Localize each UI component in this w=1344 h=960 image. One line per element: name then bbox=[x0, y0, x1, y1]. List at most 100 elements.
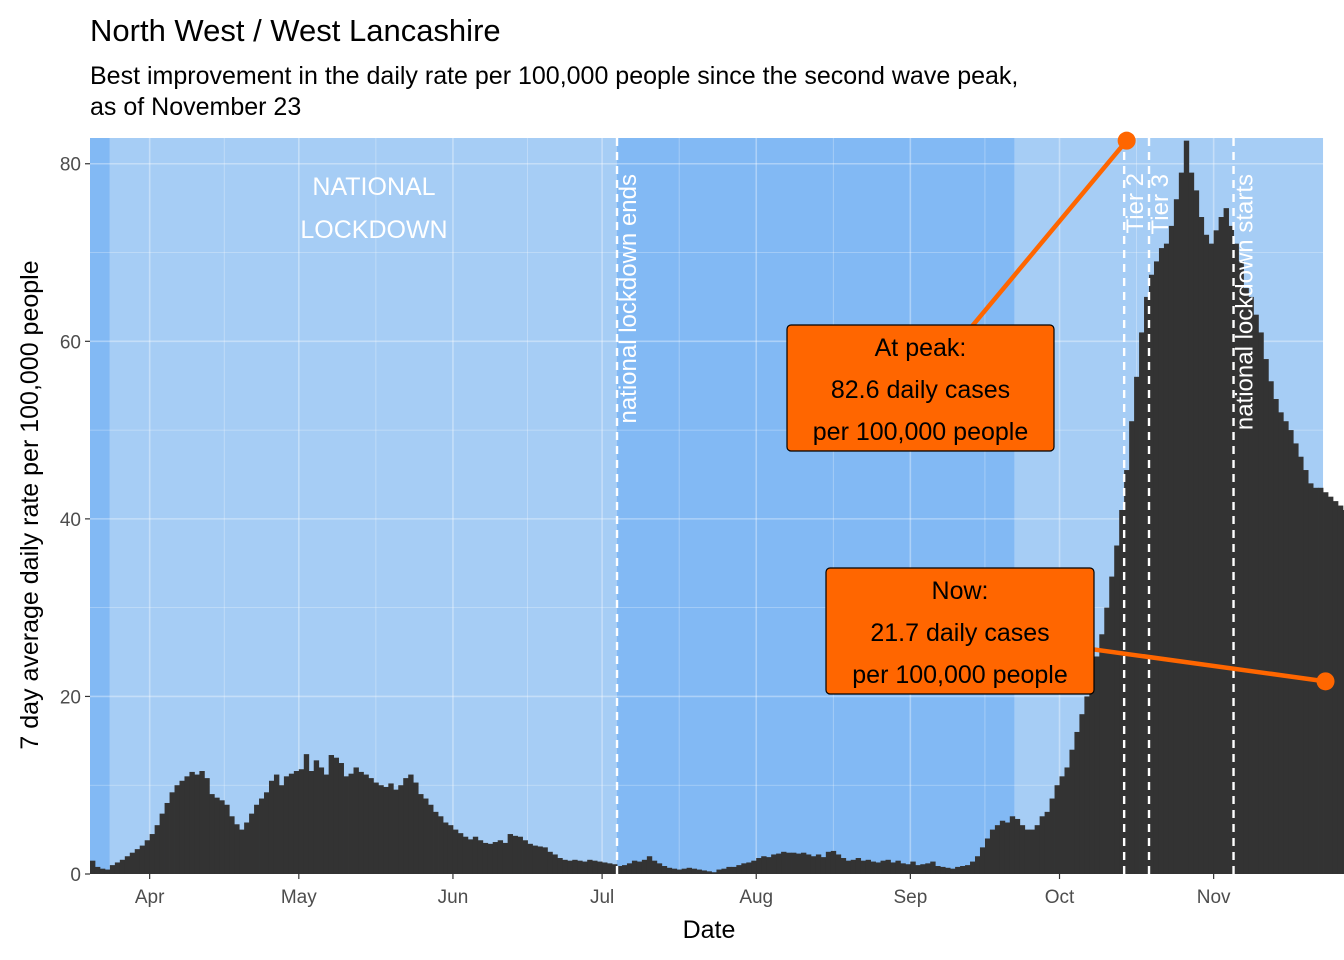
bar bbox=[746, 862, 752, 874]
bar bbox=[303, 754, 310, 874]
bar bbox=[721, 868, 727, 874]
bar bbox=[288, 773, 295, 874]
bar bbox=[870, 861, 876, 874]
x-tick-label: Nov bbox=[1197, 887, 1231, 908]
bar bbox=[507, 834, 514, 874]
bar bbox=[621, 865, 628, 874]
bar bbox=[1238, 261, 1244, 875]
bar bbox=[1163, 243, 1170, 875]
bar bbox=[835, 854, 842, 874]
bar bbox=[825, 851, 832, 874]
bar bbox=[920, 864, 926, 874]
bar bbox=[815, 854, 822, 874]
bar bbox=[179, 780, 185, 874]
bar bbox=[781, 851, 787, 874]
bar bbox=[532, 845, 538, 874]
bar bbox=[1014, 818, 1021, 874]
bar bbox=[477, 840, 484, 874]
event-line-label: Tier 3 bbox=[1147, 174, 1174, 234]
bar bbox=[656, 863, 663, 874]
bar bbox=[264, 792, 270, 874]
bar bbox=[194, 774, 200, 874]
bar bbox=[184, 776, 190, 874]
bar bbox=[1263, 359, 1269, 874]
bar bbox=[537, 846, 543, 874]
bar bbox=[885, 859, 891, 874]
bar bbox=[1188, 172, 1195, 874]
x-tick-label: Sep bbox=[893, 887, 927, 908]
bar bbox=[139, 845, 146, 874]
bar bbox=[1178, 172, 1185, 874]
peak-callout-label-text: At peak: bbox=[875, 334, 967, 362]
bar bbox=[1099, 634, 1105, 874]
bar bbox=[572, 859, 578, 874]
bar bbox=[428, 804, 434, 874]
bar bbox=[273, 774, 280, 874]
bar bbox=[994, 825, 1001, 874]
bar bbox=[1109, 576, 1115, 874]
bar bbox=[1213, 230, 1220, 874]
bar bbox=[935, 866, 941, 874]
bar bbox=[234, 824, 240, 874]
bar bbox=[666, 867, 673, 874]
bar bbox=[363, 774, 369, 874]
bar bbox=[910, 861, 916, 874]
bar bbox=[323, 774, 330, 874]
bar bbox=[636, 861, 643, 874]
bar bbox=[761, 856, 767, 874]
bar bbox=[457, 833, 464, 874]
bar bbox=[249, 813, 255, 874]
bar bbox=[467, 839, 474, 874]
bar bbox=[805, 854, 812, 874]
bar bbox=[1183, 140, 1190, 874]
bar bbox=[1198, 217, 1205, 874]
event-line-label: national lockdown starts bbox=[1232, 174, 1259, 430]
bar bbox=[1158, 248, 1165, 875]
peak-callout-point bbox=[1117, 131, 1136, 150]
bar bbox=[1253, 314, 1259, 874]
bar bbox=[786, 852, 792, 874]
x-tick-label: Apr bbox=[135, 887, 165, 908]
bar bbox=[612, 864, 618, 874]
bar bbox=[378, 785, 384, 874]
bar bbox=[1248, 296, 1254, 874]
bar bbox=[1208, 243, 1215, 875]
bar bbox=[512, 835, 518, 874]
lockdown-annotation: LOCKDOWN bbox=[300, 216, 447, 244]
bar bbox=[1089, 678, 1095, 874]
bar bbox=[398, 785, 404, 874]
bar bbox=[646, 856, 653, 874]
bar bbox=[875, 862, 881, 874]
bar bbox=[1218, 217, 1224, 874]
bar bbox=[373, 782, 379, 874]
x-tick-label: Aug bbox=[739, 887, 773, 908]
bar bbox=[1337, 505, 1344, 874]
now-callout-label-box bbox=[825, 567, 1095, 695]
bar bbox=[298, 769, 305, 874]
bar bbox=[1079, 714, 1085, 874]
axes: 0 20 40 60 80 Apr May Jun Jul Aug Sep Oct Nov bbox=[60, 155, 1231, 908]
bar bbox=[1044, 811, 1050, 874]
bar bbox=[716, 869, 722, 874]
bar bbox=[443, 822, 449, 874]
bar bbox=[423, 798, 429, 874]
bar bbox=[1332, 501, 1339, 874]
bar bbox=[945, 867, 951, 874]
bar bbox=[691, 868, 697, 874]
bar bbox=[90, 860, 96, 874]
bar bbox=[706, 871, 712, 874]
chart-title: North West / West Lancashire bbox=[90, 13, 501, 48]
bar bbox=[557, 858, 563, 874]
bar bbox=[144, 840, 151, 874]
bar bbox=[1223, 208, 1229, 874]
bar bbox=[239, 829, 245, 874]
bar bbox=[259, 798, 265, 874]
peak-callout-label-box bbox=[786, 324, 1055, 452]
bar bbox=[1303, 470, 1309, 874]
bar bbox=[681, 868, 688, 874]
now-callout-label-text: 21.7 daily cases bbox=[870, 619, 1049, 647]
bar bbox=[631, 860, 638, 874]
band-eased bbox=[617, 138, 1015, 874]
bar bbox=[577, 860, 583, 874]
